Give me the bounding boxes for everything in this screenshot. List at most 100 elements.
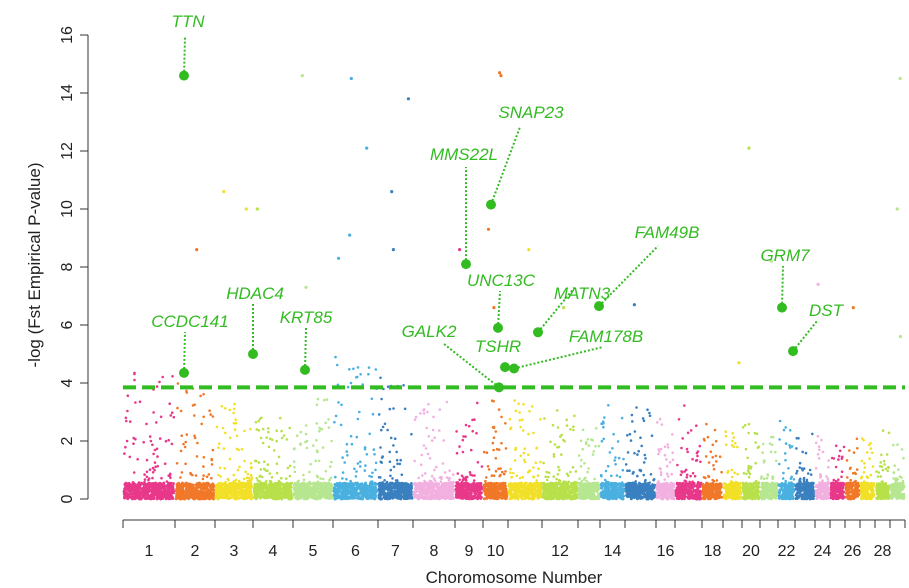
snp-point xyxy=(270,496,274,499)
snp-point xyxy=(377,413,381,416)
snp-point xyxy=(184,495,188,499)
snp-point xyxy=(541,492,545,496)
snp-point xyxy=(430,480,433,483)
snp-point xyxy=(600,482,604,486)
snp-point xyxy=(171,482,175,486)
snp-point xyxy=(341,477,344,480)
snp-point xyxy=(346,454,349,457)
snp-point xyxy=(422,491,426,495)
snp-point xyxy=(484,479,487,483)
snp-point xyxy=(239,484,243,488)
snp-point xyxy=(485,451,489,455)
snp-point xyxy=(534,461,538,465)
snp-point xyxy=(235,434,239,438)
snp-point xyxy=(464,423,468,427)
snp-point xyxy=(299,430,303,434)
snp-point xyxy=(392,444,395,447)
snp-point xyxy=(136,458,139,461)
snp-point xyxy=(444,489,448,493)
snp-point xyxy=(549,440,552,444)
snp-point xyxy=(546,483,550,487)
snp-point xyxy=(508,417,512,421)
snp-point xyxy=(148,468,152,472)
snp-point xyxy=(449,497,452,500)
snp-point xyxy=(270,487,274,491)
snp-point xyxy=(504,470,507,473)
snp-point xyxy=(290,481,294,485)
snp-point xyxy=(306,482,309,485)
snp-point xyxy=(254,420,258,424)
snp-point xyxy=(389,474,392,478)
snp-point xyxy=(423,479,426,483)
snp-point xyxy=(218,466,222,470)
snp-point xyxy=(193,403,196,407)
snp-point xyxy=(523,447,527,451)
chromosome-2-points xyxy=(174,382,216,501)
snp-point xyxy=(324,491,328,495)
snp-point xyxy=(492,426,496,430)
snp-point xyxy=(314,494,318,498)
snp-point xyxy=(520,481,523,485)
snp-point xyxy=(325,398,329,401)
snp-point xyxy=(346,385,350,389)
snp-point xyxy=(400,490,404,494)
snp-point xyxy=(250,466,253,469)
snp-point xyxy=(446,494,450,498)
snp-point xyxy=(233,484,237,488)
snp-point xyxy=(502,472,506,476)
snp-point xyxy=(247,481,250,485)
snp-point xyxy=(220,491,224,495)
chromosome-13-points xyxy=(577,427,601,501)
snp-point xyxy=(622,457,625,461)
snp-point xyxy=(316,397,320,401)
snp-point xyxy=(187,497,190,501)
snp-point xyxy=(395,458,399,462)
snp-point xyxy=(478,485,482,489)
snp-point xyxy=(473,494,477,498)
snp-point xyxy=(145,475,149,479)
snp-point xyxy=(126,409,129,413)
snp-point xyxy=(380,461,384,464)
snp-point xyxy=(386,428,389,432)
snp-point xyxy=(491,482,495,485)
snp-point xyxy=(245,496,249,500)
chromosome-9-points xyxy=(454,401,484,501)
snp-point xyxy=(171,491,175,495)
snp-point xyxy=(378,482,381,486)
snp-point xyxy=(318,429,321,433)
snp-point xyxy=(337,401,340,404)
snp-point xyxy=(300,482,304,486)
snp-point xyxy=(457,492,461,496)
snp-point xyxy=(140,490,144,494)
snp-point xyxy=(147,484,151,488)
snp-point xyxy=(510,488,514,492)
snp-point xyxy=(131,482,135,486)
snp-point xyxy=(182,442,185,446)
snp-point xyxy=(179,409,183,413)
snp-point xyxy=(246,472,249,476)
snp-point xyxy=(262,467,266,471)
snp-point xyxy=(482,489,486,493)
snp-point xyxy=(270,483,274,486)
snp-point xyxy=(321,446,325,449)
snp-point xyxy=(433,436,437,440)
snp-point xyxy=(515,474,519,478)
snp-point xyxy=(372,448,376,451)
snp-point xyxy=(202,415,205,419)
snp-point xyxy=(228,496,232,500)
snp-point xyxy=(462,478,466,481)
snp-point xyxy=(400,473,404,477)
snp-point xyxy=(368,491,372,495)
snp-point xyxy=(348,368,351,371)
snp-point xyxy=(198,481,201,485)
snp-point xyxy=(494,469,498,473)
snp-point xyxy=(581,447,584,451)
snp-point xyxy=(497,467,500,471)
snp-point xyxy=(615,492,619,496)
snp-point xyxy=(487,468,491,471)
snp-point xyxy=(190,485,194,489)
snp-point xyxy=(593,477,596,481)
snp-point xyxy=(513,490,517,493)
snp-point xyxy=(176,382,180,385)
snp-point xyxy=(386,486,390,490)
